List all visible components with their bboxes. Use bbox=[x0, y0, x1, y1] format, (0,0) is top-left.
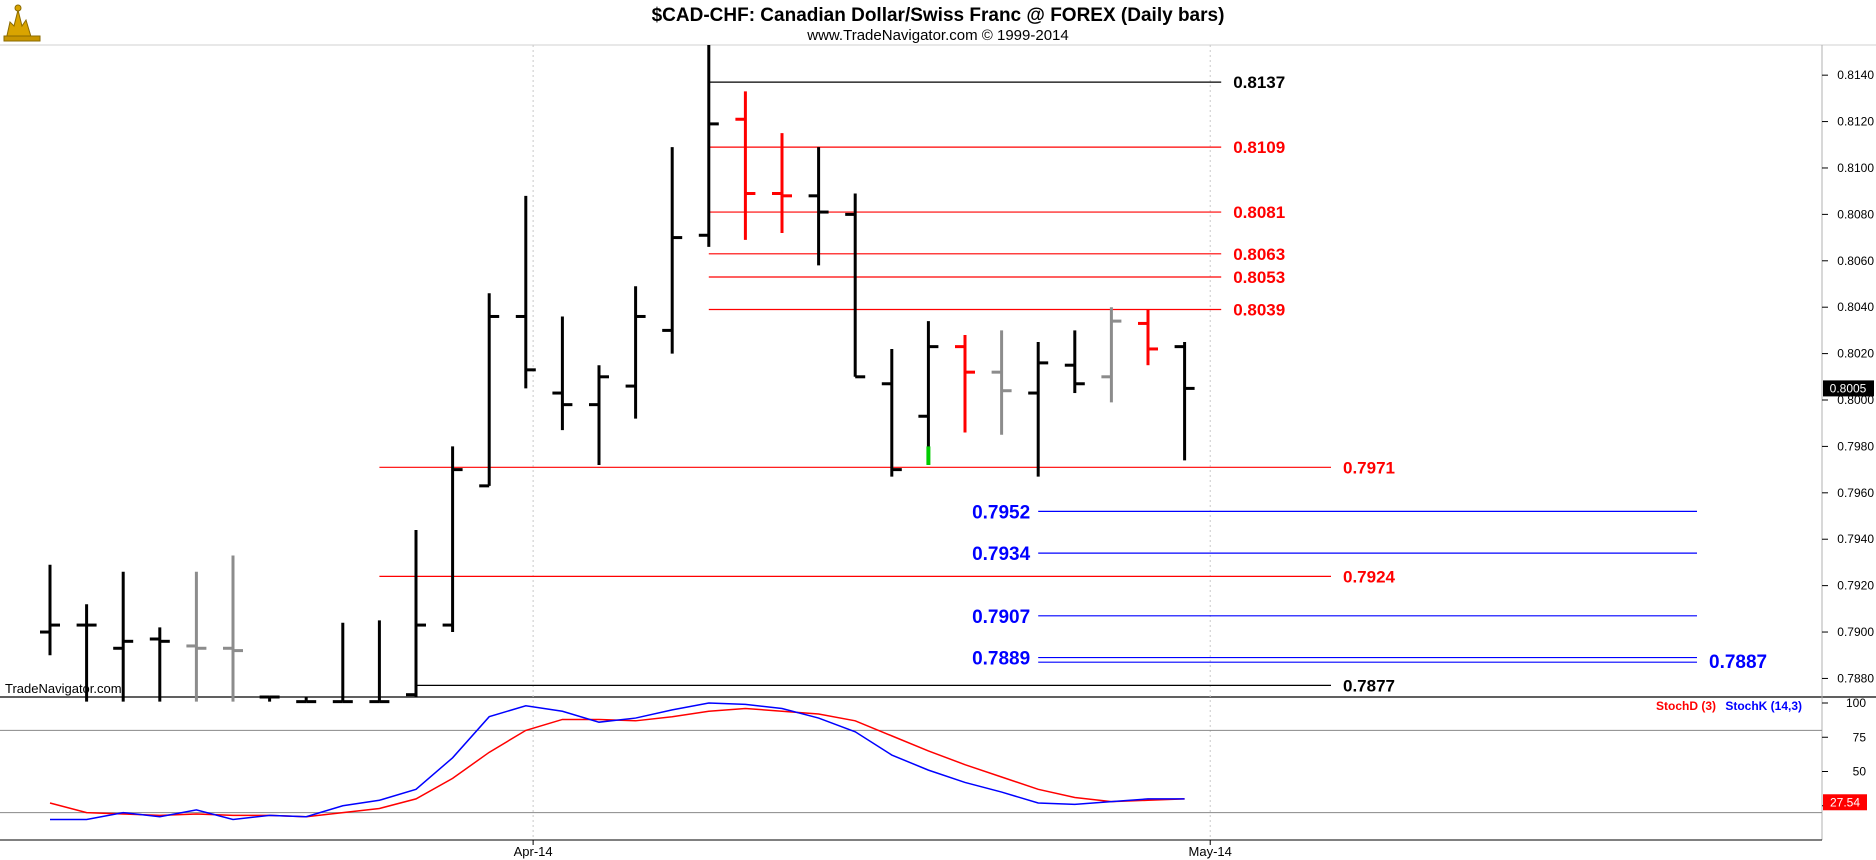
ohlc-bar bbox=[589, 365, 609, 465]
ohlc-bars bbox=[40, 45, 1195, 704]
stoch-last-value-label: 27.54 bbox=[1830, 795, 1860, 809]
stoch-last-value-box bbox=[1823, 794, 1867, 811]
ohlc-bar bbox=[552, 316, 573, 431]
chart-subtitle: www.TradeNavigator.com © 1999-2014 bbox=[806, 27, 1068, 44]
ohlc-bar bbox=[918, 321, 939, 465]
ohlc-bar bbox=[955, 335, 975, 433]
ohlc-bar bbox=[808, 147, 829, 266]
level-label: 0.8063 bbox=[1233, 245, 1285, 264]
level-label: 0.7877 bbox=[1343, 676, 1395, 695]
y-tick-label: 0.8080 bbox=[1837, 207, 1874, 221]
last-price-box bbox=[1823, 380, 1874, 397]
ohlc-bar bbox=[662, 147, 683, 354]
ohlc-bar bbox=[1064, 330, 1085, 394]
ohlc-bar bbox=[76, 604, 97, 702]
price-axis: 0.7880 0.7900 0.7920 0.7940 0.7960 0.7980 0.80… bbox=[1822, 68, 1874, 685]
stoch-series-line bbox=[49, 707, 1185, 818]
ohlc-bar bbox=[625, 286, 646, 419]
ohlc-bar bbox=[1174, 341, 1195, 461]
stoch-legend-entry: StochK (14,3) bbox=[1725, 699, 1802, 713]
y-tick-label: 0.8140 bbox=[1837, 68, 1874, 82]
ohlc-bar bbox=[698, 45, 719, 247]
chart-title: $CAD-CHF: Canadian Dollar/Swiss Franc @ … bbox=[652, 5, 1225, 26]
level-label: 0.7952 bbox=[972, 502, 1030, 523]
level-label: 0.7971 bbox=[1343, 458, 1395, 477]
ohlc-bar bbox=[259, 695, 280, 702]
stoch-series-line bbox=[50, 702, 1185, 821]
ohlc-bar bbox=[1138, 309, 1158, 366]
stochastic-panel: 255075100StochK (14,3)StochD (3)27.54 bbox=[0, 696, 1867, 821]
level-label: 0.8053 bbox=[1233, 268, 1285, 287]
watermark-text: TradeNavigator.com bbox=[5, 681, 122, 696]
level-label: 0.8039 bbox=[1233, 301, 1285, 320]
x-tick-label: Apr-14 bbox=[514, 844, 553, 859]
ohlc-bar bbox=[881, 348, 902, 477]
last-price-label: 0.8005 bbox=[1830, 381, 1867, 395]
stoch-tick-label: 50 bbox=[1853, 765, 1867, 779]
ohlc-bar bbox=[186, 571, 207, 702]
y-tick-label: 0.7980 bbox=[1837, 439, 1874, 453]
ohlc-bar bbox=[991, 330, 1012, 435]
y-tick-label: 0.8120 bbox=[1837, 115, 1874, 129]
y-tick-label: 0.8060 bbox=[1837, 254, 1874, 268]
ohlc-bar bbox=[515, 195, 536, 389]
level-label: 0.7934 bbox=[972, 544, 1031, 565]
ohlc-bar bbox=[332, 622, 353, 704]
stoch-legend-entry: StochD (3) bbox=[1656, 699, 1716, 713]
stoch-tick-label: 75 bbox=[1853, 730, 1867, 744]
ohlc-bar bbox=[1028, 341, 1049, 477]
level-label: 0.7907 bbox=[972, 607, 1030, 628]
y-tick-label: 0.7880 bbox=[1837, 671, 1874, 685]
x-tick-label: May-14 bbox=[1189, 844, 1232, 859]
level-label: 0.7887 bbox=[1709, 652, 1767, 673]
ohlc-bar bbox=[113, 571, 134, 702]
ohlc-bar bbox=[1101, 307, 1122, 403]
y-tick-label: 0.7960 bbox=[1837, 486, 1874, 500]
ohlc-bar bbox=[406, 529, 426, 697]
ohlc-bar bbox=[845, 193, 866, 379]
ohlc-bar bbox=[149, 627, 170, 702]
y-tick-label: 0.8020 bbox=[1837, 347, 1874, 361]
level-label: 0.8109 bbox=[1233, 138, 1285, 157]
ohlc-bar bbox=[442, 446, 463, 633]
ohlc-bar bbox=[369, 620, 390, 704]
level-label: 0.8137 bbox=[1233, 73, 1285, 92]
price-levels: 0.8137 0.8109 0.8081 0.8063 0.8053 0.8039 0.79… bbox=[379, 73, 1767, 695]
level-label: 0.8081 bbox=[1233, 203, 1285, 222]
ohlc-bar bbox=[479, 293, 500, 488]
y-tick-label: 0.7900 bbox=[1837, 625, 1874, 639]
ohlc-bar bbox=[223, 555, 243, 702]
y-tick-label: 0.7920 bbox=[1837, 579, 1874, 593]
level-label: 0.7889 bbox=[972, 649, 1030, 670]
stoch-tick-label: 100 bbox=[1846, 696, 1866, 710]
ohlc-bar bbox=[40, 564, 60, 656]
y-tick-label: 0.8100 bbox=[1837, 161, 1874, 175]
ohlc-bar bbox=[296, 697, 317, 704]
ohlc-bar bbox=[772, 133, 792, 233]
ohlc-bar bbox=[735, 91, 756, 240]
time-axis: Apr-14 May-14 bbox=[514, 840, 1232, 859]
level-label: 0.7924 bbox=[1343, 567, 1396, 586]
y-tick-label: 0.8000 bbox=[1837, 393, 1874, 407]
y-tick-label: 0.7940 bbox=[1837, 532, 1874, 546]
y-tick-label: 0.8040 bbox=[1837, 300, 1874, 314]
trade-navigator-logo-icon[interactable] bbox=[3, 4, 41, 42]
